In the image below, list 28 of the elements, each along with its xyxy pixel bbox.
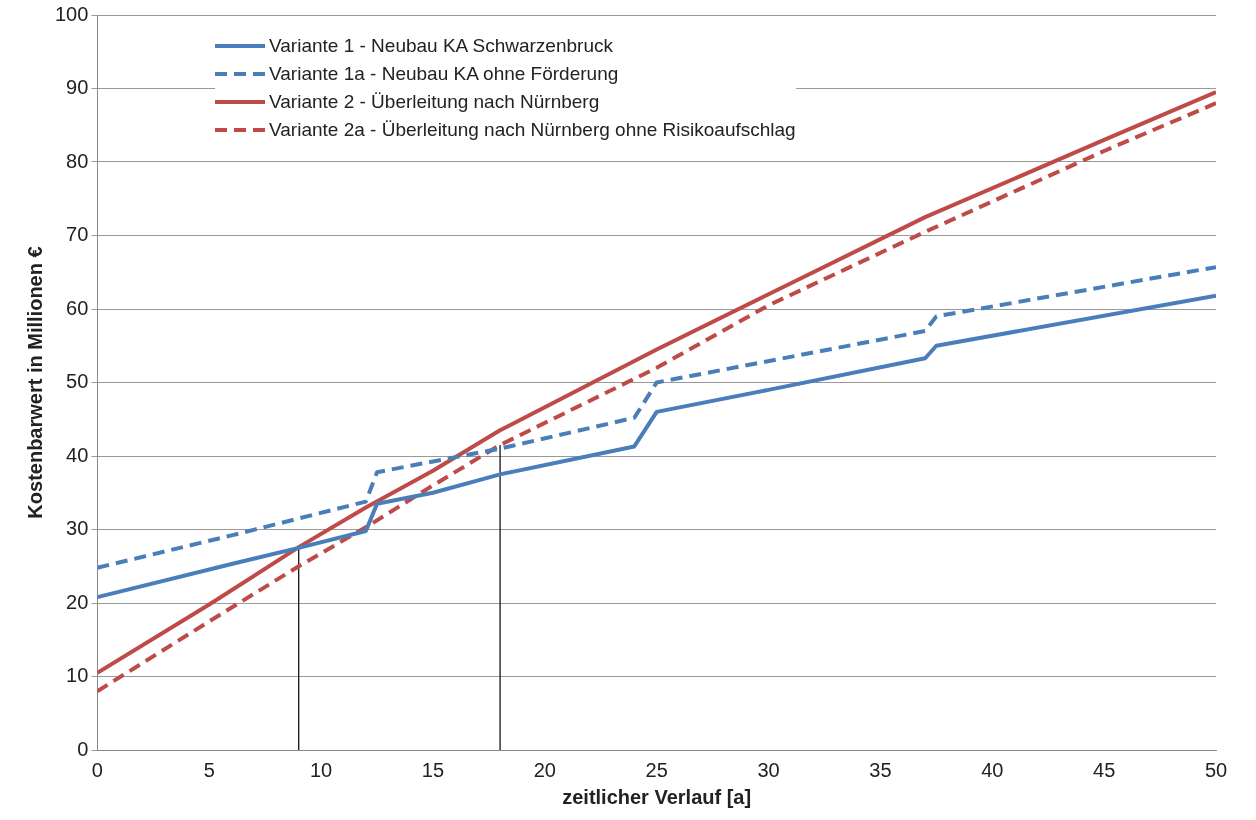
y-tick-label: 30 <box>66 517 89 540</box>
x-axis-title: zeitlicher Verlauf [a] <box>562 785 752 808</box>
x-tick-label: 15 <box>421 758 445 781</box>
legend-label: Variante 2a - Überleitung nach Nürnberg ohne Risikoaufschlag <box>269 118 796 142</box>
x-tick-label: 50 <box>1204 758 1228 781</box>
x-tick-label: 25 <box>645 758 668 781</box>
x-tick-label: 20 <box>533 758 556 781</box>
legend-label: Variante 1a - Neubau KA ohne Förderung <box>269 62 619 86</box>
x-tick-label: 0 <box>91 758 103 781</box>
y-tick-label: 100 <box>54 2 89 25</box>
y-tick-label: 90 <box>66 76 89 99</box>
y-tick-label: 40 <box>66 443 89 466</box>
y-tick-label: 50 <box>66 370 89 393</box>
y-tick-label: 10 <box>66 664 89 687</box>
y-tick-label: 20 <box>66 590 89 613</box>
y-tick-label: 70 <box>66 223 89 246</box>
legend-label: Variante 2 - Überleitung nach Nürnberg <box>269 90 600 114</box>
y-axis-title: Kostenbarwert in Millionen € <box>23 246 46 519</box>
x-tick-label: 40 <box>981 758 1004 781</box>
y-tick-label: 0 <box>77 737 89 760</box>
x-tick-label: 10 <box>309 758 333 781</box>
x-tick-label: 45 <box>1093 758 1116 781</box>
legend-label: Variante 1 - Neubau KA Schwarzenbruck <box>269 34 613 58</box>
y-tick-label: 80 <box>66 149 89 172</box>
x-tick-label: 5 <box>203 758 215 781</box>
x-tick-label: 35 <box>869 758 892 781</box>
x-tick-label: 30 <box>757 758 780 781</box>
y-tick-label: 60 <box>66 296 89 319</box>
